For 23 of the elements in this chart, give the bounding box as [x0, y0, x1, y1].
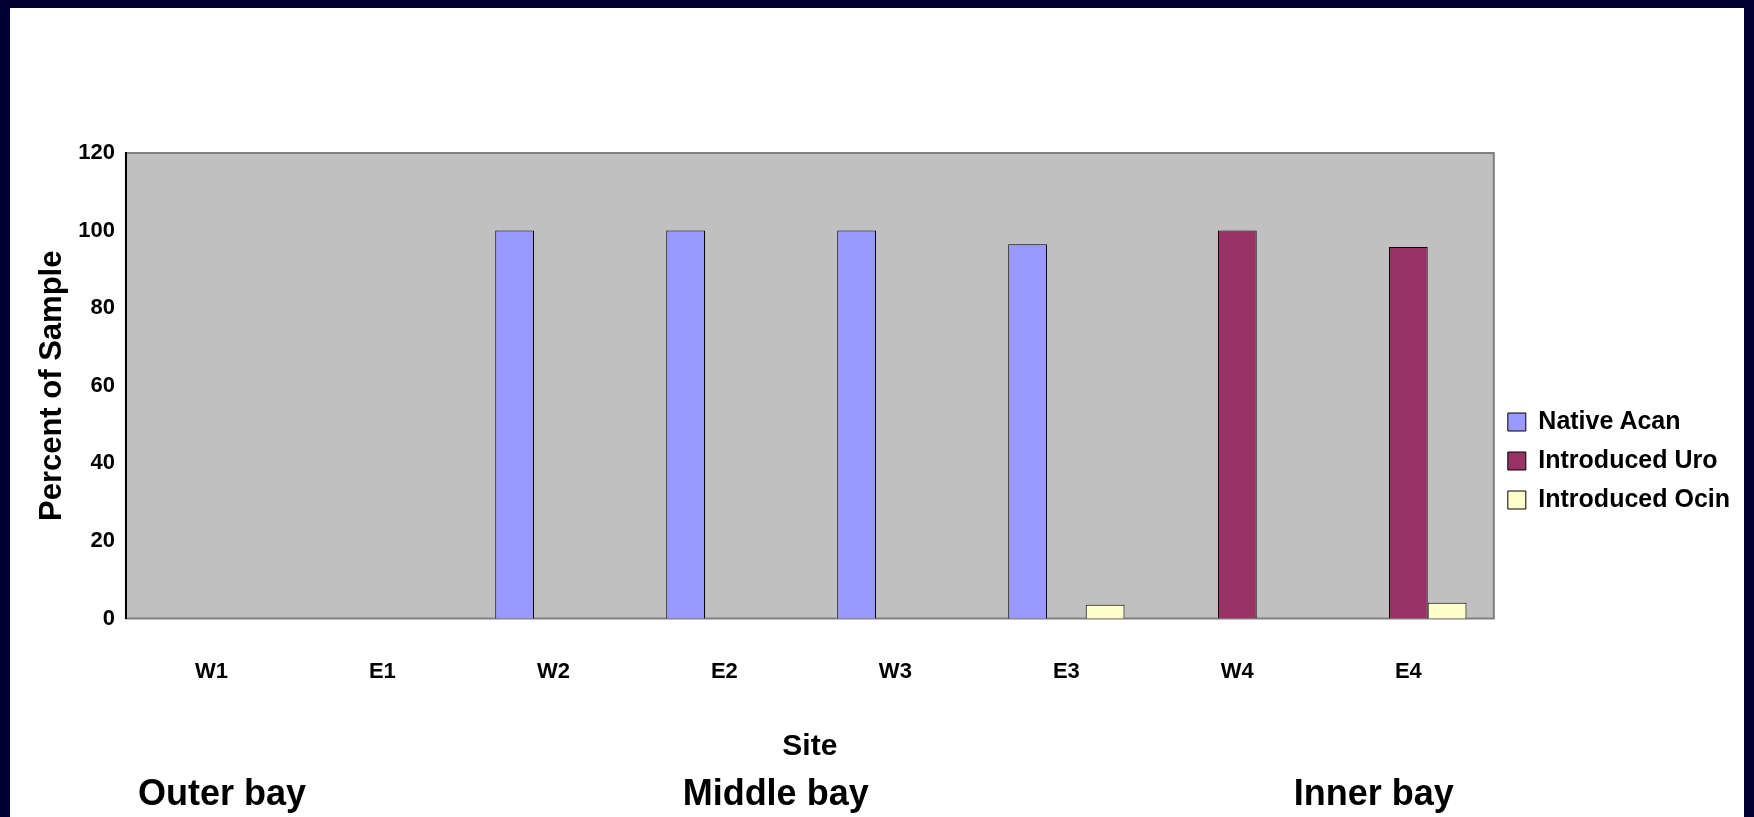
y-tick-label: 0 — [102, 604, 115, 630]
y-tick-label: 120 — [78, 139, 115, 165]
y-tick-label: 100 — [78, 216, 115, 242]
text: Outer bay — [137, 771, 306, 813]
y-axis-title: Percent of Sample — [33, 250, 69, 522]
legend-label: Native Acan — [1538, 405, 1681, 434]
x-tick-label: W3 — [878, 657, 912, 683]
x-tick-label: E2 — [710, 657, 738, 683]
x-tick-label: E3 — [1052, 657, 1080, 683]
text: Middle bay — [682, 771, 869, 813]
y-tick-label: 80 — [90, 294, 115, 320]
x-axis-title: Site — [782, 728, 838, 762]
x-tick-label: W1 — [194, 657, 228, 683]
x-tick-label: W2 — [536, 657, 570, 683]
y-tick-label: 60 — [90, 371, 115, 397]
text: Inner bay — [1293, 771, 1454, 813]
y-tick-label: 40 — [90, 449, 115, 475]
legend-label: Introduced Uro — [1538, 444, 1718, 473]
y-tick-label: 20 — [90, 527, 115, 553]
x-tick-label: W4 — [1220, 657, 1255, 683]
x-tick-label: E1 — [368, 657, 396, 683]
legend-label: Introduced Ocin — [1538, 483, 1731, 512]
x-tick-label: E4 — [1394, 657, 1423, 683]
